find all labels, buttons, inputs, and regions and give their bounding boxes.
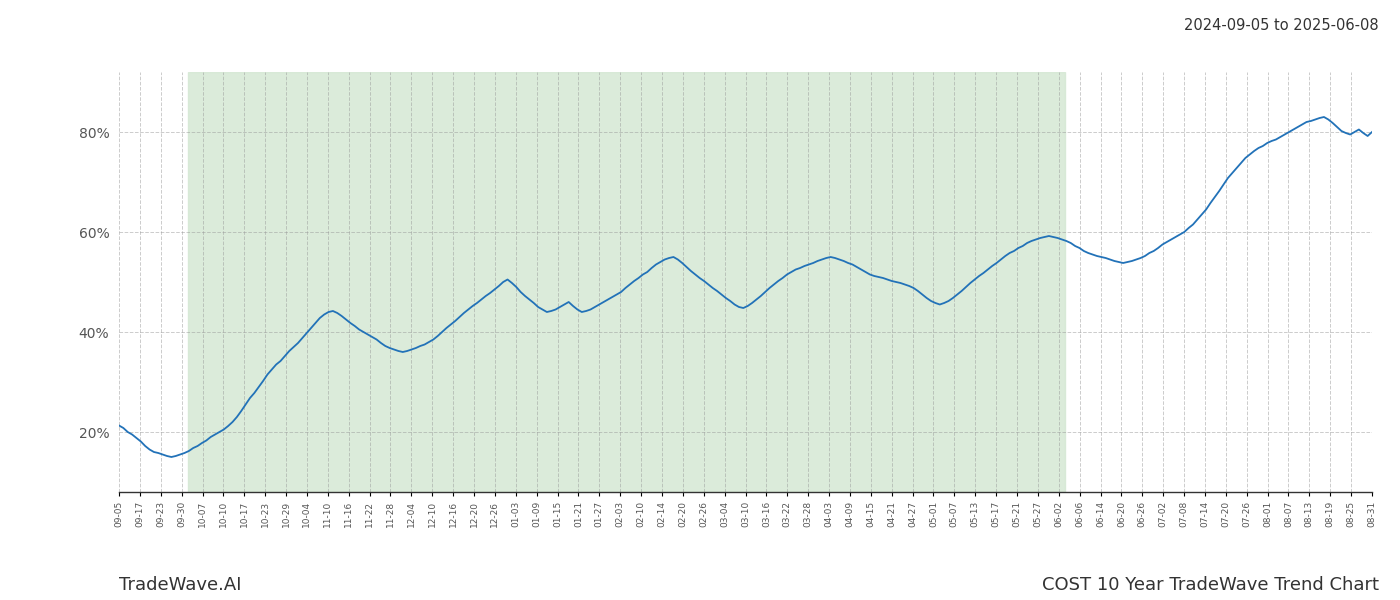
Bar [188,72,1065,492]
Text: COST 10 Year TradeWave Trend Chart: COST 10 Year TradeWave Trend Chart [1042,576,1379,594]
Text: TradeWave.AI: TradeWave.AI [119,576,241,594]
Text: 2024-09-05 to 2025-06-08: 2024-09-05 to 2025-06-08 [1184,18,1379,33]
